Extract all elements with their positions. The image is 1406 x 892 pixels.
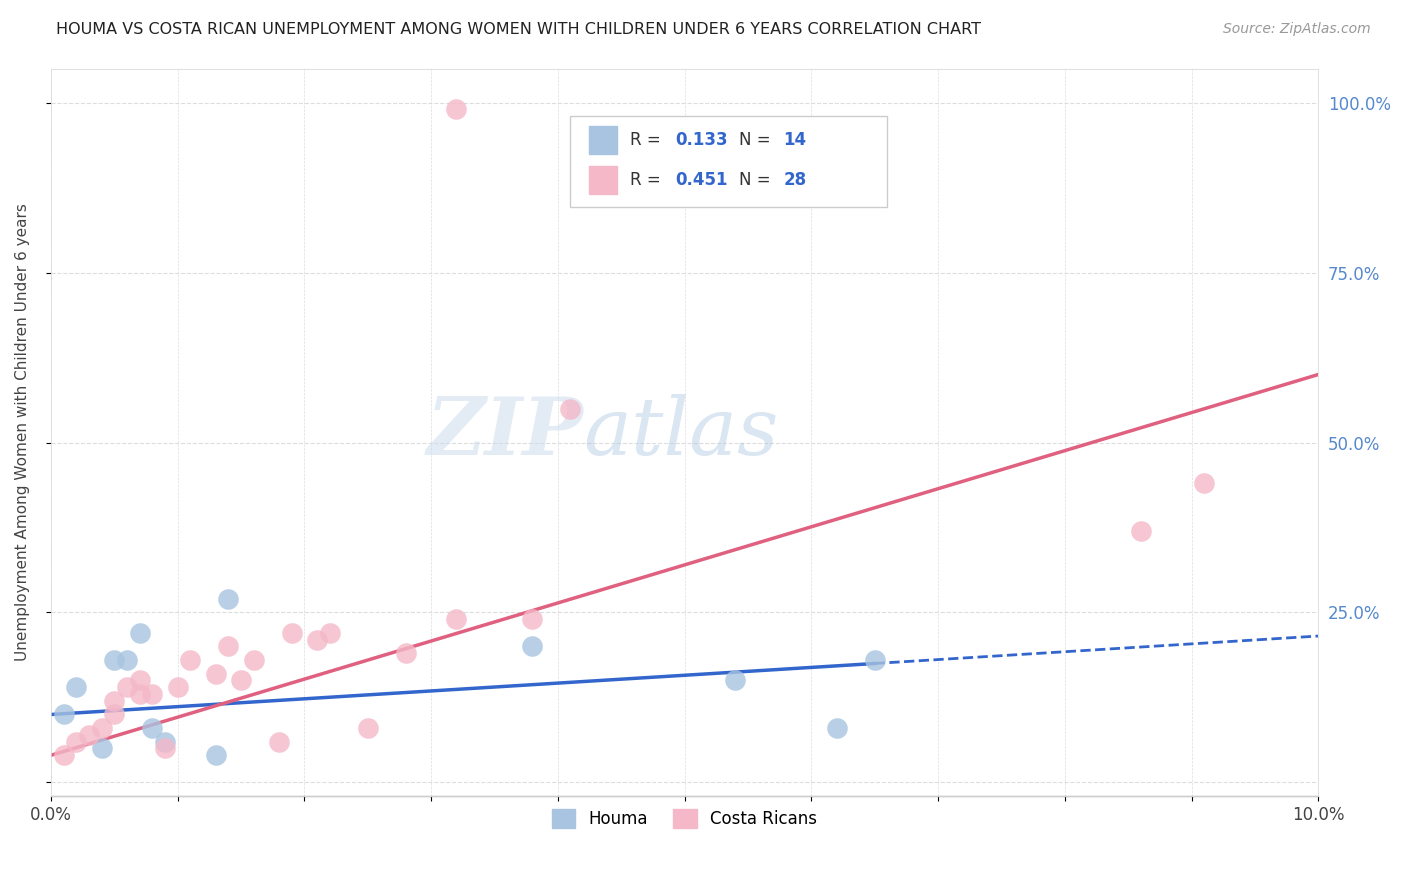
- Point: [103, 694, 125, 708]
- Legend: Houma, Costa Ricans: Houma, Costa Ricans: [546, 803, 824, 835]
- Point: [52, 748, 75, 763]
- Point: [77, 728, 100, 742]
- Point: [446, 612, 468, 626]
- Point: [305, 632, 328, 647]
- Text: ZIP: ZIP: [426, 393, 583, 471]
- Point: [229, 673, 252, 688]
- Text: N =: N =: [740, 171, 776, 189]
- Point: [217, 591, 239, 606]
- Point: [115, 681, 138, 695]
- Text: R =: R =: [630, 131, 666, 149]
- Point: [204, 748, 226, 763]
- Point: [52, 707, 75, 722]
- FancyBboxPatch shape: [589, 166, 617, 194]
- Point: [242, 653, 264, 667]
- Point: [522, 640, 544, 654]
- Point: [128, 626, 150, 640]
- Text: R =: R =: [630, 171, 666, 189]
- Text: HOUMA VS COSTA RICAN UNEMPLOYMENT AMONG WOMEN WITH CHILDREN UNDER 6 YEARS CORREL: HOUMA VS COSTA RICAN UNEMPLOYMENT AMONG …: [56, 22, 981, 37]
- Point: [103, 653, 125, 667]
- Text: 28: 28: [783, 171, 807, 189]
- Point: [141, 721, 163, 735]
- Point: [560, 401, 582, 416]
- Point: [267, 734, 290, 748]
- Point: [153, 741, 176, 756]
- Point: [103, 707, 125, 722]
- Point: [395, 646, 418, 660]
- Point: [357, 721, 380, 735]
- Text: 0.133: 0.133: [676, 131, 728, 149]
- Text: 14: 14: [783, 131, 807, 149]
- Point: [128, 673, 150, 688]
- Point: [115, 653, 138, 667]
- Y-axis label: Unemployment Among Women with Children Under 6 years: Unemployment Among Women with Children U…: [15, 203, 30, 661]
- Point: [825, 721, 848, 735]
- Point: [128, 687, 150, 701]
- Point: [863, 653, 886, 667]
- Point: [1192, 476, 1215, 491]
- Point: [204, 666, 226, 681]
- Text: 0.451: 0.451: [676, 171, 728, 189]
- Point: [318, 626, 340, 640]
- Point: [65, 734, 87, 748]
- Point: [141, 687, 163, 701]
- Point: [446, 103, 468, 117]
- Point: [90, 721, 112, 735]
- Text: Source: ZipAtlas.com: Source: ZipAtlas.com: [1223, 22, 1371, 37]
- Point: [522, 612, 544, 626]
- Point: [179, 653, 201, 667]
- Point: [153, 734, 176, 748]
- Point: [166, 681, 188, 695]
- FancyBboxPatch shape: [589, 126, 617, 153]
- Text: atlas: atlas: [583, 393, 779, 471]
- Point: [1129, 524, 1152, 538]
- Point: [90, 741, 112, 756]
- Point: [217, 640, 239, 654]
- Point: [65, 681, 87, 695]
- Point: [724, 673, 747, 688]
- FancyBboxPatch shape: [571, 116, 887, 207]
- Point: [280, 626, 302, 640]
- Text: N =: N =: [740, 131, 776, 149]
